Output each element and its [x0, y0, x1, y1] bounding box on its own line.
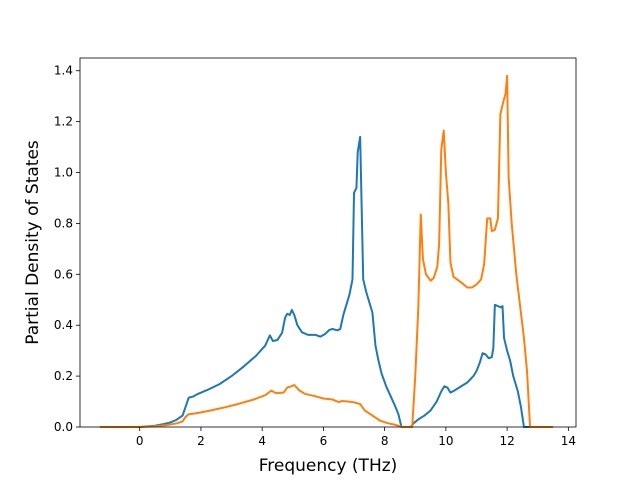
- y-tick-label: 0.4: [54, 318, 73, 332]
- y-axis-ticks: 0.0 0.2 0.4 0.6 0.8 1.0 1.2 1.4: [54, 64, 80, 434]
- x-tick-label: 6: [320, 434, 328, 448]
- series-line-1: [99, 135, 538, 428]
- y-tick-label: 0.8: [54, 216, 73, 230]
- x-tick-label: 14: [561, 434, 576, 448]
- x-tick-label: 12: [499, 434, 514, 448]
- y-axis-label: Partial Density of States: [23, 140, 43, 345]
- y-tick-label: 0.0: [54, 420, 73, 434]
- y-tick-label: 1.4: [54, 64, 73, 78]
- x-tick-label: 2: [197, 434, 205, 448]
- y-tick-label: 0.6: [54, 267, 73, 281]
- x-axis-ticks: 0 2 4 6 8 10 12 14: [136, 427, 576, 448]
- x-axis-label: Frequency (THz): [259, 456, 398, 476]
- y-tick-label: 0.2: [54, 369, 73, 383]
- y-tick-label: 1.2: [54, 115, 73, 129]
- plot-frame: [79, 57, 577, 428]
- x-tick-label: 4: [258, 434, 266, 448]
- x-tick-label: 0: [136, 434, 144, 448]
- x-tick-label: 8: [381, 434, 389, 448]
- x-tick-label: 10: [438, 434, 453, 448]
- y-tick-label: 1.0: [54, 166, 73, 180]
